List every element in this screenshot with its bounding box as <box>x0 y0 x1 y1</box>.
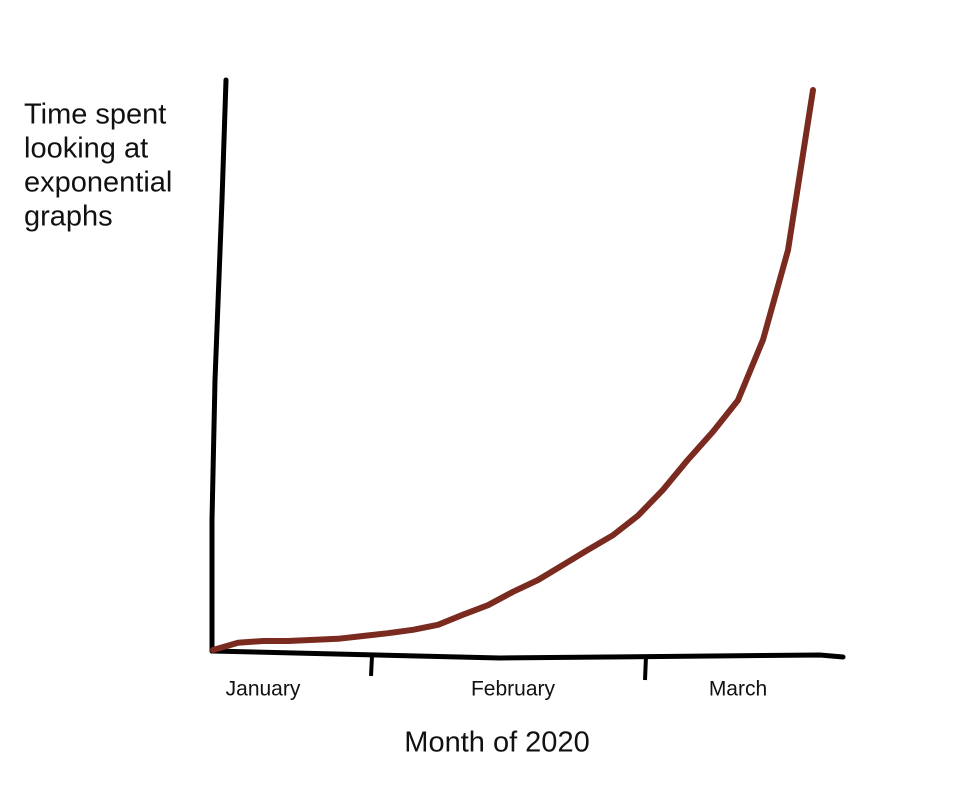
x-tick-label: March <box>709 678 767 701</box>
x-axis <box>209 648 846 661</box>
y-axis-label: exponential <box>24 167 172 199</box>
y-axis <box>209 77 229 654</box>
x-tick-label: January <box>226 678 301 701</box>
x-divider <box>643 655 648 681</box>
x-divider <box>369 655 374 677</box>
line <box>210 87 816 653</box>
x-tick-label: February <box>471 678 556 701</box>
y-axis-label: looking at <box>24 133 148 165</box>
y-axis-label: graphs <box>24 201 113 233</box>
y-axis-label: Time spent <box>24 99 166 131</box>
x-axis-label: Month of 2020 <box>404 727 589 759</box>
